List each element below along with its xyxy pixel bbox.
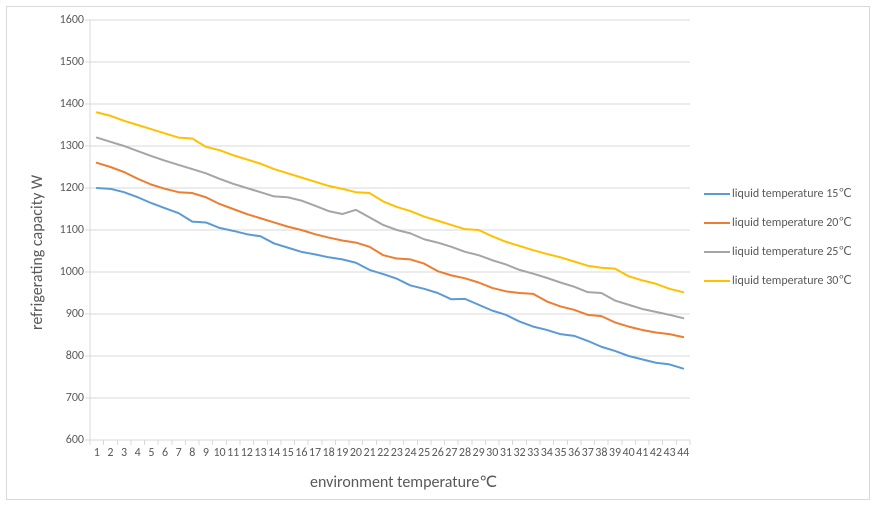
x-tick-label: 26: [432, 446, 444, 460]
x-tick-label: 4: [135, 446, 141, 460]
x-tick-label: 12: [241, 446, 253, 460]
x-axis-title: environment temperature℃: [310, 472, 497, 492]
legend-label: liquid temperature 15℃: [732, 186, 852, 201]
x-tick-label: 25: [418, 446, 430, 460]
x-tick-label: 9: [203, 446, 209, 460]
x-tick-label: 30: [486, 446, 498, 460]
legend-swatch: [704, 222, 730, 224]
x-tick-label: 10: [213, 446, 225, 460]
x-tick-label: 8: [189, 446, 195, 460]
x-tick-label: 35: [554, 446, 566, 460]
x-tick-label: 24: [404, 446, 416, 460]
x-tick-label: 15: [282, 446, 294, 460]
y-tick-label: 1100: [44, 223, 84, 237]
x-tick-label: 37: [582, 446, 594, 460]
plot-area: [90, 20, 690, 440]
x-tick-label: 43: [663, 446, 675, 460]
legend-item-1: liquid temperature 20℃: [704, 215, 852, 230]
x-tick-label: 17: [309, 446, 321, 460]
x-tick-label: 19: [336, 446, 348, 460]
x-tick-label: 6: [162, 446, 168, 460]
chart-frame: refrigerating capacity W 600700800900100…: [0, 0, 876, 506]
x-tick-label: 32: [513, 446, 525, 460]
x-tick-label: 36: [568, 446, 580, 460]
legend-label: liquid temperature 25℃: [732, 244, 852, 259]
x-tick-label: 33: [527, 446, 539, 460]
x-tick-label: 38: [595, 446, 607, 460]
x-tick-label: 39: [609, 446, 621, 460]
x-tick-label: 3: [121, 446, 127, 460]
legend-item-2: liquid temperature 25℃: [704, 244, 852, 259]
series-line-0: [97, 188, 683, 369]
legend-label: liquid temperature 20℃: [732, 215, 852, 230]
x-tick-label: 40: [623, 446, 635, 460]
legend-label: liquid temperature 30℃: [732, 273, 852, 288]
x-tick-label: 22: [377, 446, 389, 460]
x-tick-label: 2: [107, 446, 113, 460]
legend-swatch: [704, 280, 730, 282]
legend: liquid temperature 15℃ liquid temperature…: [704, 186, 852, 288]
y-tick-label: 1400: [44, 97, 84, 111]
series-line-2: [97, 138, 683, 319]
x-tick-label: 42: [650, 446, 662, 460]
y-tick-label: 1500: [44, 55, 84, 69]
x-tick-label: 13: [254, 446, 266, 460]
x-tick-label: 23: [391, 446, 403, 460]
y-tick-label: 800: [44, 349, 84, 363]
x-tick-label: 7: [176, 446, 182, 460]
x-tick-label: 16: [295, 446, 307, 460]
legend-swatch: [704, 251, 730, 253]
y-tick-label: 700: [44, 391, 84, 405]
x-tick-label: 28: [459, 446, 471, 460]
legend-item-3: liquid temperature 30℃: [704, 273, 852, 288]
y-tick-label: 1000: [44, 265, 84, 279]
y-tick-label: 1300: [44, 139, 84, 153]
x-tick-label: 44: [677, 446, 689, 460]
x-tick-label: 14: [268, 446, 280, 460]
x-tick-label: 34: [541, 446, 553, 460]
x-tick-label: 29: [473, 446, 485, 460]
x-tick-label: 27: [445, 446, 457, 460]
x-tick-label: 1: [94, 446, 100, 460]
y-tick-label: 1600: [44, 13, 84, 27]
x-tick-label: 11: [227, 446, 239, 460]
legend-swatch: [704, 193, 730, 195]
x-tick-label: 31: [500, 446, 512, 460]
x-tick-label: 18: [323, 446, 335, 460]
x-tick-label: 20: [350, 446, 362, 460]
y-tick-label: 1200: [44, 181, 84, 195]
series-line-3: [97, 112, 683, 292]
legend-item-0: liquid temperature 15℃: [704, 186, 852, 201]
y-tick-label: 600: [44, 433, 84, 447]
series-line-1: [97, 163, 683, 337]
x-tick-label: 41: [636, 446, 648, 460]
x-tick-label: 21: [363, 446, 375, 460]
y-tick-label: 900: [44, 307, 84, 321]
plot-svg: [90, 20, 690, 440]
x-tick-label: 5: [148, 446, 154, 460]
